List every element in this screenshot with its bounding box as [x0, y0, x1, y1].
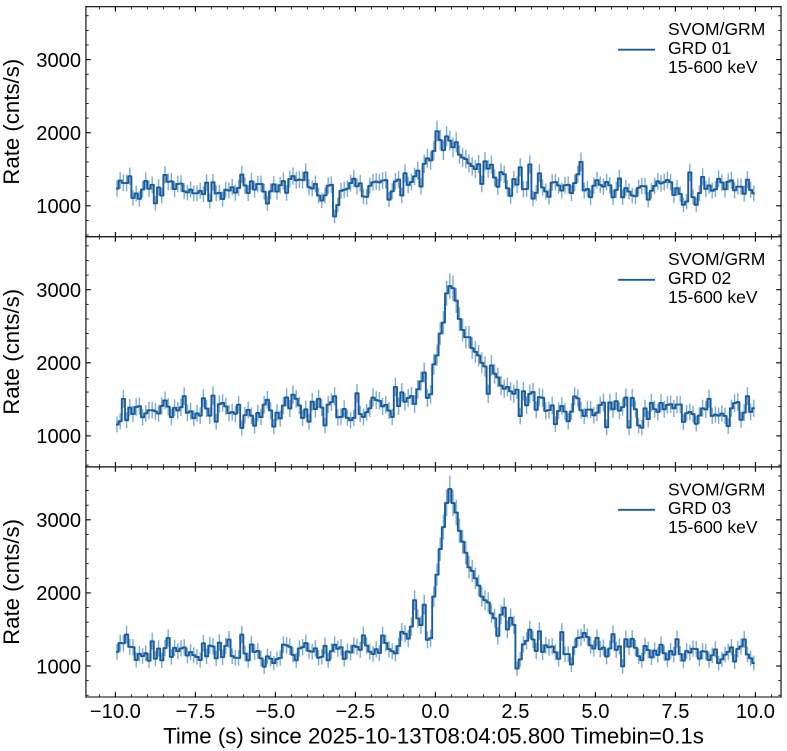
svg-text:−2.5: −2.5 [336, 701, 376, 723]
svg-text:0.0: 0.0 [421, 701, 449, 723]
svg-text:3000: 3000 [36, 280, 81, 302]
svg-text:2000: 2000 [36, 583, 81, 605]
svg-text:Rate (cnts/s): Rate (cnts/s) [0, 59, 24, 185]
svg-text:2000: 2000 [36, 353, 81, 375]
svg-text:1000: 1000 [36, 656, 81, 678]
svg-text:GRD 03: GRD 03 [668, 498, 731, 518]
svg-text:−7.5: −7.5 [176, 701, 216, 723]
svg-text:1000: 1000 [36, 426, 81, 448]
svg-text:2.5: 2.5 [501, 701, 529, 723]
svg-text:5.0: 5.0 [581, 701, 609, 723]
svg-text:15-600 keV: 15-600 keV [668, 517, 758, 537]
svg-text:−5.0: −5.0 [256, 701, 296, 723]
svg-text:−10.0: −10.0 [90, 701, 141, 723]
svg-text:GRD 02: GRD 02 [668, 268, 731, 288]
svg-text:3000: 3000 [36, 50, 81, 72]
svg-text:2000: 2000 [36, 123, 81, 145]
svg-text:15-600 keV: 15-600 keV [668, 57, 758, 77]
svg-text:15-600 keV: 15-600 keV [668, 287, 758, 307]
svg-text:Rate (cnts/s): Rate (cnts/s) [0, 519, 24, 645]
svg-text:3000: 3000 [36, 510, 81, 532]
svg-text:SVOM/GRM: SVOM/GRM [668, 249, 765, 269]
svg-text:SVOM/GRM: SVOM/GRM [668, 479, 765, 499]
svg-text:1000: 1000 [36, 196, 81, 218]
svg-text:10.0: 10.0 [736, 701, 775, 723]
svg-text:Rate (cnts/s): Rate (cnts/s) [0, 289, 24, 415]
svg-text:Time (s) since 2025-10-13T08:0: Time (s) since 2025-10-13T08:04:05.800 T… [163, 724, 704, 749]
svg-text:GRD 01: GRD 01 [668, 38, 731, 58]
svg-text:7.5: 7.5 [661, 701, 689, 723]
svg-text:SVOM/GRM: SVOM/GRM [668, 19, 765, 39]
